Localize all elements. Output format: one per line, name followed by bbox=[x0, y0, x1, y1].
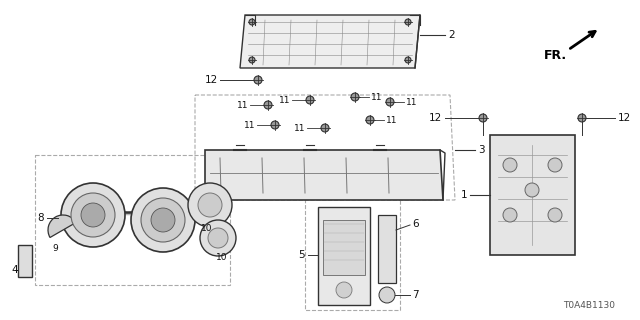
Text: 12: 12 bbox=[205, 75, 218, 85]
Circle shape bbox=[61, 183, 125, 247]
Text: 11: 11 bbox=[237, 100, 248, 109]
Polygon shape bbox=[205, 150, 443, 200]
Text: 11: 11 bbox=[371, 92, 383, 101]
Circle shape bbox=[208, 228, 228, 248]
Text: FR.: FR. bbox=[543, 49, 566, 61]
Circle shape bbox=[479, 114, 487, 122]
Text: 3: 3 bbox=[478, 145, 484, 155]
Text: 12: 12 bbox=[618, 113, 631, 123]
Circle shape bbox=[151, 208, 175, 232]
Circle shape bbox=[379, 287, 395, 303]
Circle shape bbox=[81, 203, 105, 227]
Wedge shape bbox=[48, 215, 76, 237]
Text: 2: 2 bbox=[448, 30, 454, 40]
Circle shape bbox=[548, 158, 562, 172]
Text: 11: 11 bbox=[294, 124, 305, 132]
Text: 7: 7 bbox=[412, 290, 419, 300]
Text: T0A4B1130: T0A4B1130 bbox=[563, 301, 615, 310]
Circle shape bbox=[200, 220, 236, 256]
Bar bbox=[490, 135, 575, 255]
Bar bbox=[18, 245, 32, 277]
Circle shape bbox=[249, 19, 255, 25]
Text: 10: 10 bbox=[201, 223, 212, 233]
Circle shape bbox=[366, 116, 374, 124]
Circle shape bbox=[336, 282, 352, 298]
Circle shape bbox=[386, 98, 394, 106]
Text: 8: 8 bbox=[37, 213, 44, 223]
Circle shape bbox=[264, 101, 272, 109]
Circle shape bbox=[141, 198, 185, 242]
Text: 10: 10 bbox=[216, 253, 228, 262]
Circle shape bbox=[578, 114, 586, 122]
Text: 6: 6 bbox=[412, 219, 419, 229]
Text: 12: 12 bbox=[429, 113, 442, 123]
Circle shape bbox=[548, 208, 562, 222]
Text: 4: 4 bbox=[12, 265, 18, 275]
Circle shape bbox=[131, 188, 195, 252]
Circle shape bbox=[503, 208, 517, 222]
Circle shape bbox=[71, 193, 115, 237]
Text: 11: 11 bbox=[406, 98, 417, 107]
Circle shape bbox=[188, 183, 232, 227]
Circle shape bbox=[254, 76, 262, 84]
Text: 11: 11 bbox=[278, 95, 290, 105]
Circle shape bbox=[249, 57, 255, 63]
Circle shape bbox=[306, 96, 314, 104]
Circle shape bbox=[405, 19, 411, 25]
Text: 5: 5 bbox=[298, 250, 305, 260]
Circle shape bbox=[321, 124, 329, 132]
Circle shape bbox=[271, 121, 279, 129]
Text: 1: 1 bbox=[460, 190, 467, 200]
Bar bbox=[35, 155, 230, 285]
Bar bbox=[318, 207, 370, 305]
Circle shape bbox=[525, 183, 539, 197]
Polygon shape bbox=[240, 15, 420, 68]
Text: 11: 11 bbox=[243, 121, 255, 130]
Circle shape bbox=[503, 158, 517, 172]
Bar bbox=[323, 220, 365, 275]
Bar bbox=[305, 195, 400, 310]
Text: 11: 11 bbox=[386, 116, 397, 124]
Circle shape bbox=[198, 193, 222, 217]
Circle shape bbox=[351, 93, 359, 101]
Circle shape bbox=[405, 57, 411, 63]
Bar bbox=[378, 215, 396, 283]
Text: 9: 9 bbox=[52, 244, 58, 252]
